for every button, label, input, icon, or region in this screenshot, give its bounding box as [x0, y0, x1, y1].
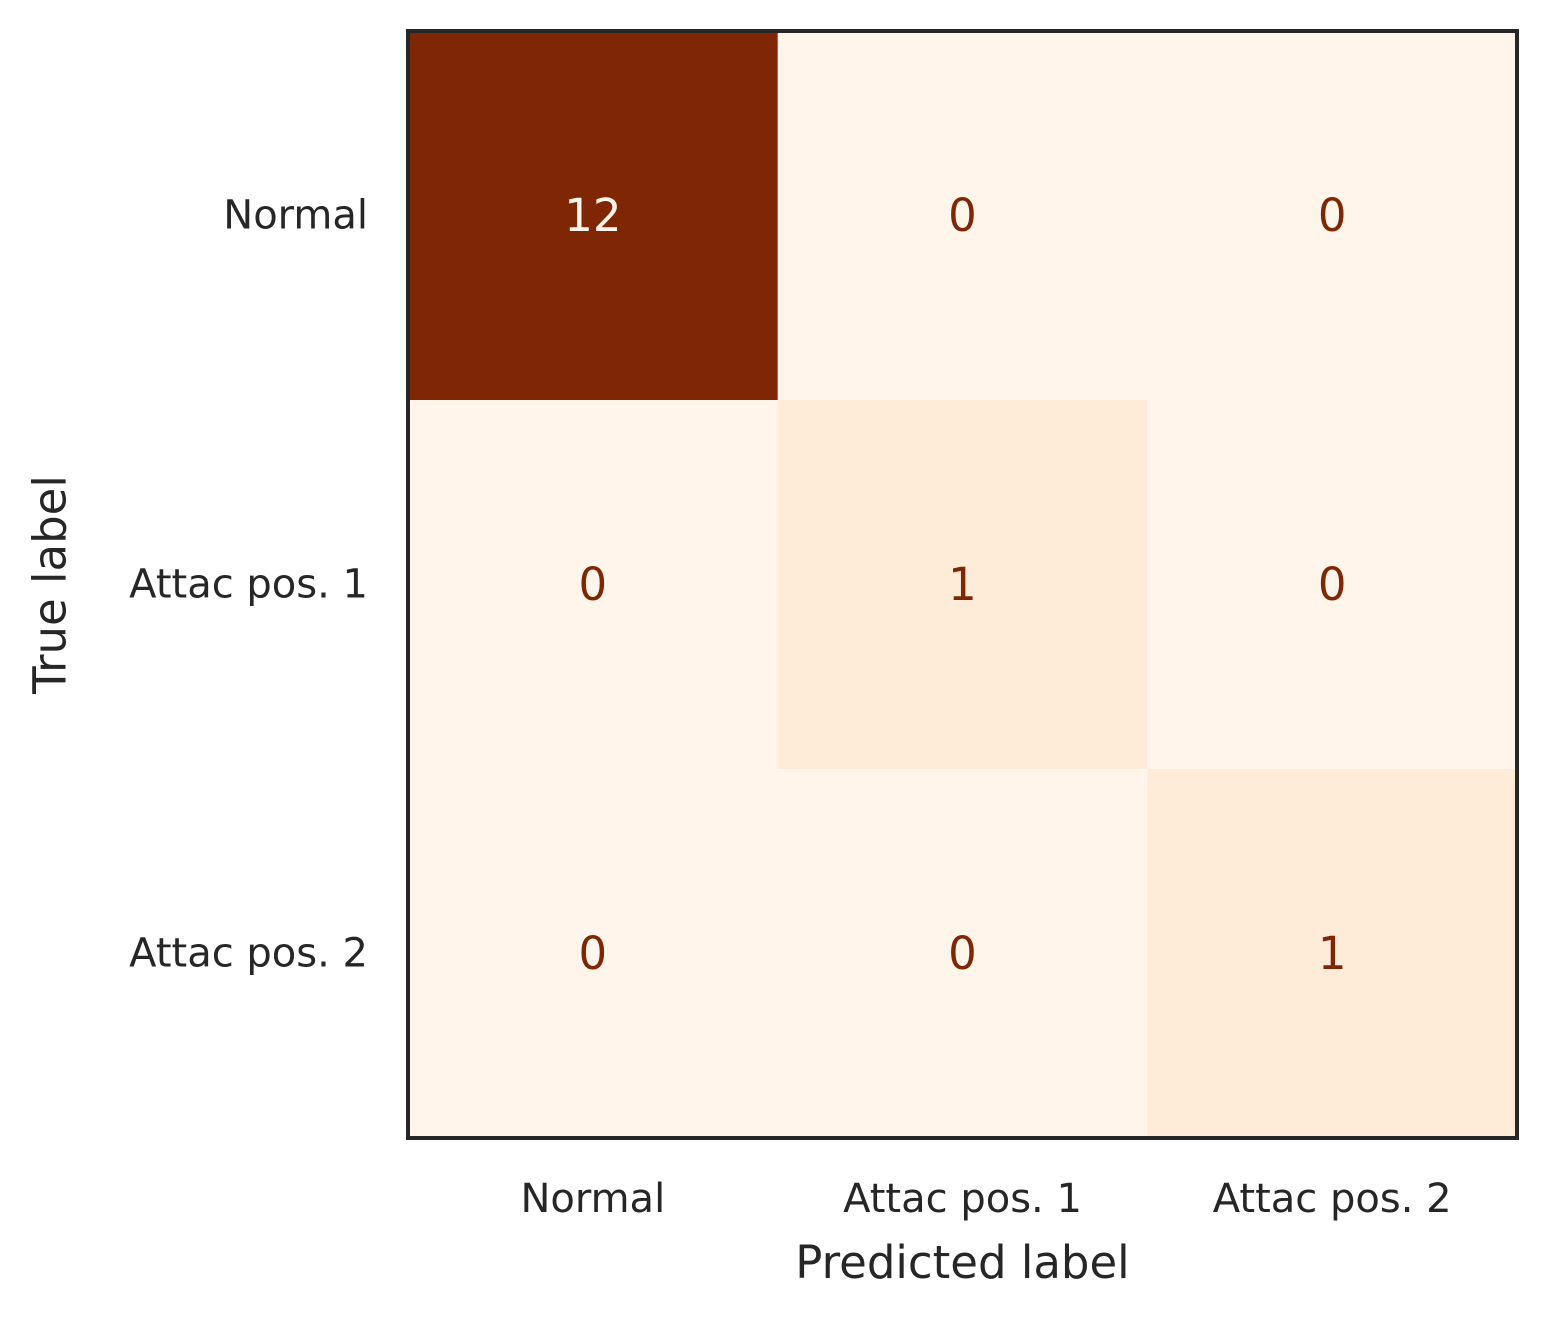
y-axis-label: True label: [24, 475, 77, 695]
plot-frame: [406, 29, 1519, 1140]
heatmap-cell-r2-c2: [1147, 769, 1518, 1139]
y-tick-label: Attac pos. 2: [129, 931, 368, 977]
heatmap-cell-value-r1-c2: 0: [1318, 558, 1347, 611]
x-tick-labels: Normal Attac pos. 1 Attac pos. 2: [520, 1176, 1451, 1222]
heatmap-cell-r2-c1: [777, 769, 1148, 1139]
heatmap-cell-r1-c1: [777, 400, 1148, 770]
heatmap-cell-value-r0-c2: 0: [1318, 189, 1347, 242]
y-tick-label: Attac pos. 1: [129, 562, 368, 608]
heatmap-cell-r0-c1: [777, 31, 1148, 401]
heatmap-cell-value-r2-c0: 0: [579, 927, 608, 980]
heatmap-cell-value-r1-c1: 1: [948, 558, 977, 611]
heatmap-cells: [408, 31, 1518, 1139]
heatmap-cell-value-r1-c0: 0: [579, 558, 608, 611]
x-tick-label: Attac pos. 1: [843, 1176, 1082, 1222]
heatmap-cell-value-r0-c0: 12: [564, 189, 621, 242]
heatmap-cell-value-r2-c2: 1: [1318, 927, 1347, 980]
heatmap-cell-value-r0-c1: 0: [948, 189, 977, 242]
heatmap-cell-r2-c0: [408, 769, 779, 1139]
heatmap-cell-r1-c2: [1147, 400, 1518, 770]
x-tick-label: Normal: [520, 1176, 665, 1222]
heatmap-cell-value-r2-c1: 0: [948, 927, 977, 980]
heatmap-cell-labels: 12 0 0 0 1 0 0 0 1: [564, 189, 1346, 980]
y-tick-labels: Normal Attac pos. 1 Attac pos. 2: [129, 193, 368, 977]
heatmap-cell-r0-c2: [1147, 31, 1518, 401]
heatmap-cell-r1-c0: [408, 400, 779, 770]
heatmap-cell-r0-c0: [408, 31, 779, 401]
y-tick-label: Normal: [223, 193, 368, 239]
x-axis-label: Predicted label: [795, 1236, 1129, 1289]
x-tick-label: Attac pos. 2: [1213, 1176, 1452, 1222]
